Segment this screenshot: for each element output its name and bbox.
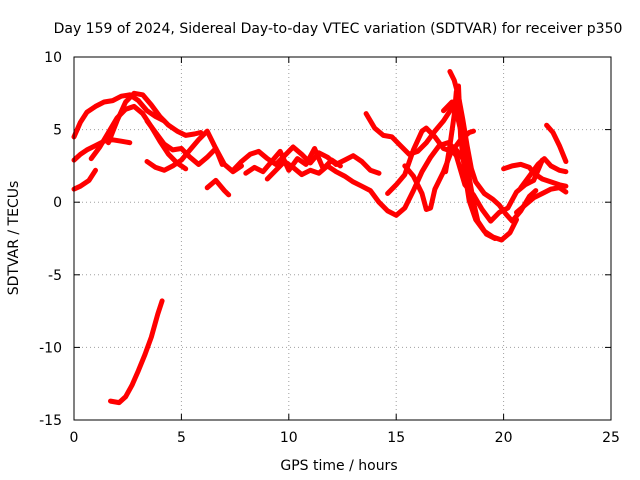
x-tick-label: 20 [495,430,513,446]
x-tick-label: 25 [602,430,620,446]
y-tick-label: 0 [53,195,62,211]
x-tick-label: 15 [387,430,405,446]
series-sat-k [264,140,468,218]
series-sat-d [88,103,189,172]
series-sat-f [144,118,244,175]
series-sat-b [71,92,167,140]
series-sat-e [105,90,204,146]
x-tick-label: 0 [70,430,79,446]
x-tick-label: 5 [177,430,186,446]
series-sat-s [514,185,569,215]
series-sat-t [544,122,569,164]
series-sat-a [71,167,98,192]
series-sat-u [518,156,569,191]
series-sat-h [204,177,232,198]
y-tick-label: -10 [39,340,62,356]
y-axis-label: SDTVAR / TECUs [6,181,22,296]
y-tick-label: 5 [53,123,62,139]
grid [74,57,611,420]
tick-labels: 0 5 10 15 20 25 -15 -10 -5 0 5 10 [39,50,620,446]
series-sat-q [441,99,498,241]
x-tick-label: 10 [280,430,298,446]
y-tick-label: -15 [39,413,62,429]
series-sat-v [108,298,165,406]
series-sat-g [144,128,225,173]
chart-title: Day 159 of 2024, Sidereal Day-to-day VTE… [54,21,623,37]
data-series [71,69,569,406]
series-sat-l [363,105,455,157]
y-tick-label: -5 [48,268,62,284]
series-sat-i [230,144,382,176]
plot-frame [73,56,612,421]
x-axis-label: GPS time / hours [280,458,397,474]
y-tick-label: 10 [44,50,62,66]
